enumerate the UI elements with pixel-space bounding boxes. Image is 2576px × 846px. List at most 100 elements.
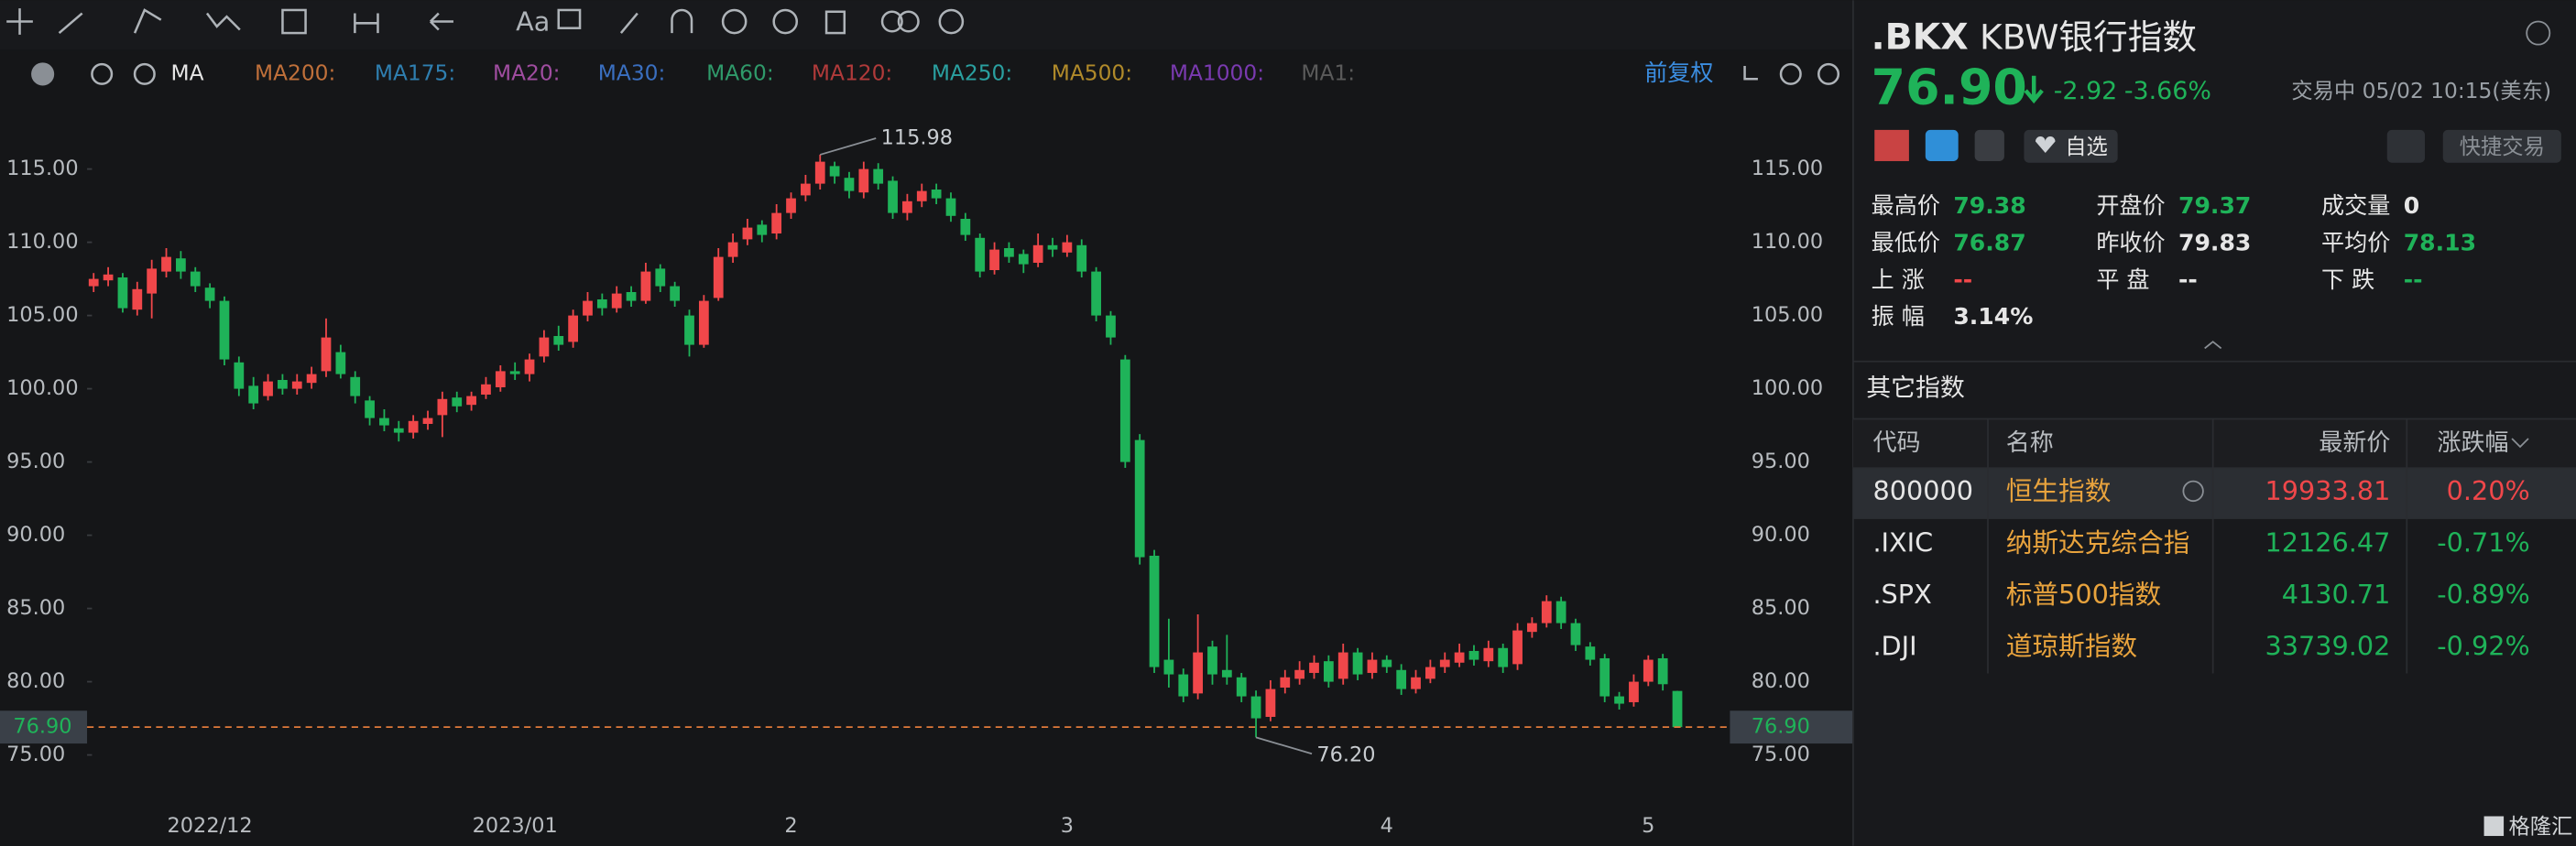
candle-body — [1411, 677, 1421, 689]
ma-item[interactable]: MA60: — [706, 60, 774, 85]
table-cell[interactable]: 19933.81 — [2265, 475, 2390, 506]
zoom-out[interactable] — [1779, 62, 1802, 85]
candle-body — [1004, 247, 1014, 257]
channel-tool[interactable] — [133, 8, 162, 34]
ma-item[interactable]: MA120: — [812, 60, 892, 85]
ma-settings[interactable] — [91, 62, 114, 85]
table-cell[interactable]: 恒生指数 — [2006, 475, 2112, 506]
y-tick-label-right: 75.00 — [1752, 743, 1810, 766]
sort-icon[interactable] — [2511, 438, 2529, 449]
stat-label: 昨收价 — [2096, 230, 2165, 256]
table-header-cell[interactable]: 代码 — [1872, 429, 1920, 457]
wave-tool[interactable] — [205, 12, 241, 31]
table-cell[interactable]: .SPX — [1872, 579, 1931, 610]
candle-body — [1396, 669, 1407, 689]
table-cell[interactable]: 4130.71 — [2282, 579, 2391, 610]
candle-body — [1163, 659, 1174, 675]
ma-item[interactable]: MA1: — [1301, 60, 1355, 85]
table-cell[interactable]: 800000 — [1872, 475, 1973, 506]
ma-item[interactable]: MA1000: — [1170, 60, 1264, 85]
note-tool[interactable] — [557, 8, 582, 29]
magnet-tool[interactable] — [671, 8, 693, 34]
quick-trade-label[interactable]: 快捷交易 — [2460, 135, 2545, 159]
pen-tool[interactable] — [619, 12, 639, 34]
candle-body — [1599, 657, 1610, 697]
quick-trade-button[interactable] — [2442, 129, 2561, 163]
table-cell[interactable]: 标普500指数 — [2006, 579, 2162, 610]
candle-body — [1512, 630, 1523, 665]
ma-item[interactable]: MA250: — [932, 60, 1012, 85]
measure-tool[interactable] — [354, 13, 379, 34]
x-tick-label: 5 — [1642, 814, 1654, 838]
hide-tool[interactable] — [772, 8, 799, 35]
ma-item[interactable]: MA20: — [493, 60, 561, 85]
table-cell[interactable]: 纳斯达克综合指 — [2006, 527, 2190, 559]
candle-body — [1498, 647, 1509, 667]
candle-body — [88, 278, 99, 287]
settings-icon[interactable] — [938, 8, 965, 35]
table-header — [1852, 418, 2576, 469]
compare-tool-2[interactable] — [897, 10, 920, 33]
alert-button[interactable] — [2386, 129, 2426, 163]
note-badge — [1974, 129, 2004, 161]
candle-body — [1323, 661, 1334, 682]
selected-row[interactable] — [1852, 468, 2576, 519]
table-cell[interactable]: 道琼斯指数 — [2006, 631, 2137, 662]
ma-item[interactable]: MA30: — [598, 60, 666, 85]
table-cell[interactable]: .IXIC — [1872, 527, 1933, 559]
candle-body — [350, 376, 361, 396]
watch-label[interactable]: 自选 — [2065, 135, 2108, 159]
table-header-cell[interactable]: 涨跌幅 — [2437, 429, 2508, 457]
table-cell[interactable]: -0.92% — [2437, 631, 2530, 662]
visibility-tool[interactable] — [721, 8, 748, 35]
ma-item[interactable]: MA500: — [1052, 60, 1132, 85]
table-cell[interactable]: .DJI — [1872, 631, 1916, 662]
x-tick-label: 2023/01 — [473, 814, 558, 838]
crosshair-icon[interactable] — [6, 8, 33, 35]
reset-icon[interactable] — [1743, 65, 1758, 81]
y-tick-label: 85.00 — [6, 596, 65, 620]
candle-body — [1483, 647, 1494, 662]
stat-value: -- — [2404, 266, 2423, 293]
table-cell[interactable]: -0.71% — [2437, 527, 2530, 559]
compare-tool[interactable] — [880, 10, 903, 33]
candle-body — [1207, 646, 1217, 675]
collapse-button[interactable] — [31, 62, 55, 86]
arrow-tool[interactable] — [429, 12, 453, 31]
collapse-stats[interactable] — [2204, 341, 2222, 350]
stat-value: -- — [2178, 266, 2198, 293]
status: 交易中 05/02 10:15(美东) — [2291, 79, 2551, 103]
quote-settings[interactable] — [2526, 20, 2551, 46]
candle-body — [801, 183, 811, 196]
adjust-button[interactable]: 前复权 — [1644, 60, 1713, 86]
zoom-in[interactable] — [1817, 62, 1840, 85]
stat-value: -- — [1953, 266, 1972, 293]
stat-label: 上 涨 — [1872, 266, 1925, 293]
line-tool[interactable] — [58, 12, 83, 35]
candle-body — [509, 371, 520, 374]
row-eye-icon[interactable] — [2182, 480, 2204, 503]
candle-body — [1032, 244, 1043, 263]
ma-label[interactable]: MA — [171, 60, 204, 85]
table-cell[interactable]: 33739.02 — [2265, 631, 2390, 662]
table-cell[interactable]: -0.89% — [2437, 579, 2530, 610]
stat-label: 下 跌 — [2321, 266, 2374, 293]
candle-body — [626, 291, 637, 301]
ma-close[interactable] — [133, 62, 156, 85]
table-header-cell[interactable]: 最新价 — [2319, 429, 2390, 457]
table-cell[interactable]: 12126.47 — [2265, 527, 2390, 559]
text-tool[interactable]: Aa — [516, 5, 550, 37]
ma-item[interactable]: MA175: — [375, 60, 455, 85]
low-leader — [1255, 736, 1313, 755]
fib-tool[interactable] — [281, 8, 307, 35]
low-label: 76.20 — [1316, 743, 1375, 767]
table-header-cell[interactable]: 名称 — [2006, 429, 2054, 457]
stat-value: 79.83 — [2178, 230, 2251, 256]
candle-body — [1425, 667, 1435, 679]
section-title: 其它指数 — [1866, 374, 1965, 403]
delete-tool[interactable] — [824, 10, 846, 35]
table-cell[interactable]: 0.20% — [2447, 475, 2530, 506]
ma-item[interactable]: MA200: — [255, 60, 335, 85]
candle-body — [437, 398, 448, 416]
candle-body — [1149, 555, 1160, 667]
